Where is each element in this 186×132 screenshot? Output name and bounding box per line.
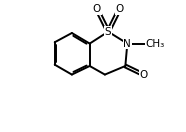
Text: CH₃: CH₃ [146, 39, 165, 49]
Text: N: N [124, 39, 131, 49]
Text: O: O [93, 4, 101, 14]
Text: O: O [139, 70, 147, 80]
Text: S: S [105, 27, 111, 37]
Text: O: O [115, 4, 124, 14]
